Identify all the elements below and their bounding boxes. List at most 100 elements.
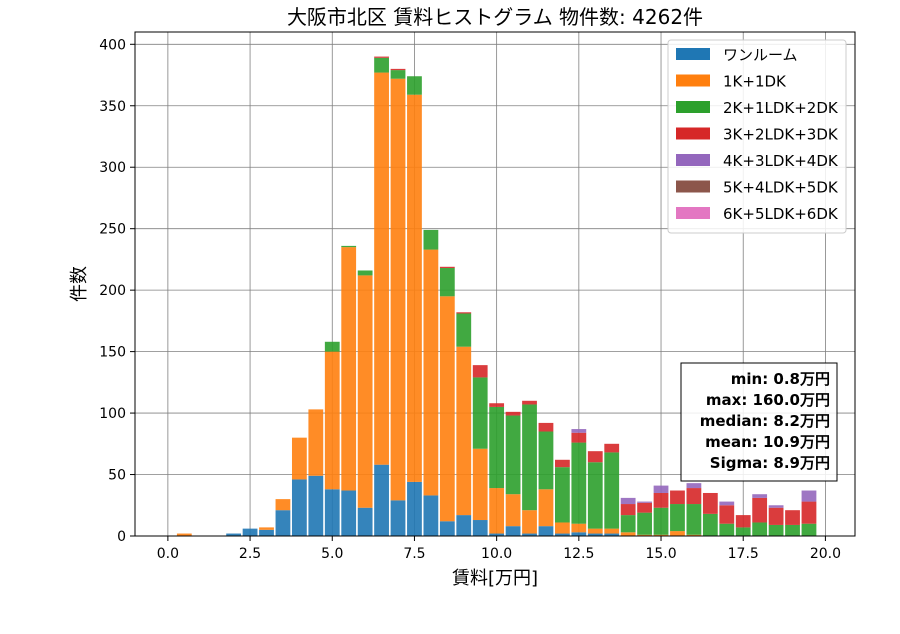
bar-segment-1-9: [324, 351, 340, 490]
bar-segment-1-8: [308, 409, 324, 476]
y-tick-label: 350: [99, 99, 126, 115]
bar-segment-3-26: [604, 443, 620, 453]
bar-segment-3-20: [505, 411, 521, 416]
x-tick-label: 7.5: [403, 546, 425, 562]
bar-segment-2-11: [357, 270, 373, 276]
bar-segment-3-13: [390, 68, 406, 71]
bar-segment-4-29: [653, 485, 669, 493]
bar-segment-1-16: [439, 296, 455, 522]
y-axis-ticks: 0 50 100 150 200 250 300 350 400: [99, 37, 135, 545]
y-tick-label: 50: [108, 468, 126, 484]
bar-segment-1-17: [456, 346, 472, 516]
bar-segment-0-3: [226, 533, 242, 536]
y-tick-label: 300: [99, 160, 126, 176]
stats-line-3: mean: 10.9万円: [705, 433, 830, 451]
bar-segment-3-33: [719, 505, 735, 524]
bar-segment-1-26: [604, 528, 620, 534]
bar-segment-2-23: [555, 467, 570, 523]
bar-segment-0-9: [324, 489, 340, 536]
legend-swatch-6: [676, 207, 710, 219]
bar-segment-1-10: [341, 247, 357, 491]
bar-segment-0-7: [291, 479, 307, 536]
x-tick-label: 20.0: [810, 546, 841, 562]
bar-segment-3-24: [571, 432, 587, 443]
bar-segment-2-28: [637, 512, 652, 535]
legend-box: [667, 39, 847, 234]
legend-swatch-2: [676, 101, 710, 113]
bar-segment-0-11: [357, 507, 373, 536]
bar-segment-0-25: [587, 533, 603, 536]
bar-segment-0-17: [456, 515, 472, 536]
bar-segment-4-24: [571, 429, 587, 433]
legend-swatch-3: [676, 127, 710, 140]
bar-segment-2-16: [439, 268, 455, 297]
bar-segment-2-14: [407, 76, 422, 95]
bar-segment-1-30: [670, 531, 685, 536]
bar-segment-0-15: [423, 495, 439, 536]
bar-segment-2-36: [768, 524, 784, 536]
bar-segment-2-21: [522, 404, 537, 511]
bar-segment-3-22: [538, 422, 554, 432]
bar-segment-0-20: [505, 526, 521, 536]
bar-segment-2-26: [604, 452, 620, 529]
bar-segment-2-9: [324, 341, 340, 352]
bar-segment-3-29: [653, 492, 669, 508]
bar-segment-1-27: [620, 532, 636, 536]
x-tick-label: 0.0: [157, 546, 179, 562]
bar-segment-4-36: [768, 505, 784, 508]
x-tick-label: 17.5: [728, 546, 759, 562]
bar-segment-1-5: [259, 527, 274, 530]
bar-segment-3-12: [374, 56, 389, 58]
bar-segment-1-11: [357, 275, 373, 508]
bar-segment-2-31: [686, 504, 702, 535]
stats-line-4: Sigma: 8.9万円: [710, 454, 830, 472]
bar-segment-1-6: [275, 499, 291, 511]
legend-label-6: 6K+5LDK+6DK: [723, 205, 839, 223]
bar-segment-0-22: [538, 526, 554, 536]
bar-segment-0-6: [275, 510, 291, 536]
bar-segment-3-25: [587, 451, 603, 463]
y-tick-label: 0: [117, 529, 126, 545]
bar-segment-2-37: [785, 524, 800, 536]
bar-segment-1-13: [390, 78, 406, 501]
bar-segment-4-31: [686, 483, 702, 489]
legend-swatch-4: [676, 154, 710, 166]
y-tick-label: 250: [99, 222, 126, 238]
bar-segment-0-26: [604, 533, 620, 536]
bar-segment-4-35: [752, 494, 768, 498]
stats-box-frame: [680, 362, 838, 482]
bar-segment-0-16: [439, 521, 455, 536]
bar-segment-0-10: [341, 490, 357, 536]
bar-segment-2-17: [456, 313, 472, 347]
x-tick-label: 15.0: [645, 546, 676, 562]
bar-segment-2-19: [489, 406, 505, 489]
y-tick-label: 400: [99, 37, 126, 53]
y-axis-label: 件数: [69, 266, 90, 302]
legend-swatch-5: [676, 180, 710, 193]
bar-segment-3-35: [752, 497, 768, 523]
bar-segment-3-36: [768, 507, 784, 525]
stats-box: min: 0.8万円 max: 160.0万円 median: 8.2万円 mean:…: [680, 362, 838, 482]
legend-label-0: ワンルーム: [723, 46, 798, 64]
bar-segment-0-12: [374, 464, 389, 536]
bar-segment-2-20: [505, 415, 521, 495]
grid-lines: [135, 32, 855, 537]
bar-segment-1-29: [653, 534, 669, 536]
bar-segment-3-31: [686, 488, 702, 505]
chart-title: 大阪市北区 賃料ヒストグラム 物件数: 4262件: [287, 5, 703, 29]
bar-segment-1-12: [374, 72, 389, 465]
bar-segment-1-14: [407, 94, 422, 482]
bar-segment-4-33: [719, 501, 735, 506]
bar-segment-4-28: [637, 501, 652, 503]
x-axis-ticks: 0.0 2.5 5.0 7.5 10.0 12.5 15.0 17.5 20.0: [157, 536, 841, 562]
bar-segment-0-18: [472, 520, 488, 536]
bar-segment-2-29: [653, 507, 669, 535]
x-tick-label: 12.5: [563, 546, 594, 562]
bar-segment-0-23: [555, 533, 570, 536]
bar-segment-3-32: [702, 492, 718, 514]
bar-segment-2-38: [801, 523, 817, 536]
legend-label-2: 2K+1LDK+2DK: [723, 99, 839, 117]
bar-segment-2-30: [670, 504, 685, 532]
